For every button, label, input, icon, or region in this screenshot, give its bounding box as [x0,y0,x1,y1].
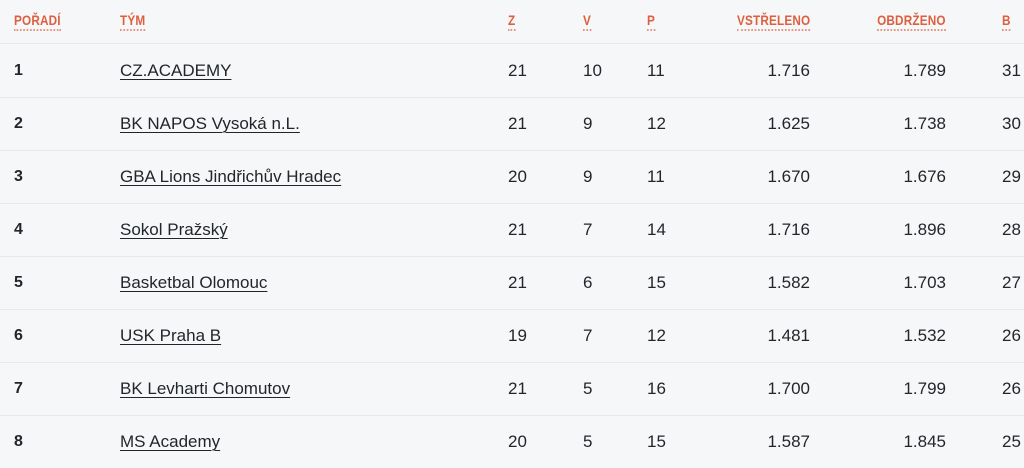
team-link[interactable]: BK Levharti Chomutov [120,379,291,398]
team-link[interactable]: GBA Lions Jindřichův Hradec [120,167,342,186]
column-header-poradi-label[interactable]: POŘADÍ [14,12,61,31]
points-against-cell: 1.676 [903,167,946,186]
column-header-p: P [647,12,712,31]
points-against-cell: 1.896 [903,220,946,239]
points-cell: 27 [1002,273,1021,292]
losses-cell: 12 [647,326,666,345]
losses-cell: 16 [647,379,666,398]
table-row: 4 Sokol Pražský 21 7 14 1.716 1.896 28 [0,203,1024,256]
points-cell: 25 [1002,432,1021,451]
team-cell: MS Academy [120,432,508,452]
rank-cell: 1 [14,61,23,79]
team-cell: Sokol Pražský [120,220,508,240]
rank-cell: 6 [14,327,23,344]
games-cell: 21 [508,114,527,133]
losses-cell: 11 [647,60,665,80]
table-row: 7 BK Levharti Chomutov 21 5 16 1.700 1.7… [0,362,1024,415]
table-body: 1 CZ.ACADEMY 21 10 11 1.716 1.789 31 2 B… [0,44,1024,468]
column-header-v-label[interactable]: V [583,12,592,31]
games-cell: 21 [508,60,527,80]
games-cell: 21 [508,379,527,398]
column-header-p-label[interactable]: P [647,12,656,31]
wins-cell: 10 [583,60,602,80]
column-header-z-label[interactable]: Z [508,12,516,31]
column-header-b: B [946,12,1024,31]
losses-cell: 14 [647,220,666,239]
rank-cell: 7 [14,380,23,397]
points-scored-cell: 1.716 [767,60,810,80]
rank-cell: 2 [14,115,23,132]
points-scored-cell: 1.670 [767,167,810,186]
table-row: 6 USK Praha B 19 7 12 1.481 1.532 26 [0,309,1024,362]
games-cell: 19 [508,326,527,345]
column-header-tym: TÝM [120,12,508,31]
points-against-cell: 1.738 [903,114,946,133]
column-header-vstreleno-label[interactable]: VSTŘELENO [736,12,810,31]
losses-cell: 15 [647,432,666,451]
points-scored-cell: 1.625 [767,114,810,133]
rank-cell: 5 [14,274,23,291]
table-row: 5 Basketbal Olomouc 21 6 15 1.582 1.703 … [0,256,1024,309]
team-link[interactable]: Basketbal Olomouc [120,273,268,292]
rank-cell: 3 [14,168,23,185]
team-cell: USK Praha B [120,326,508,346]
wins-cell: 9 [583,114,593,133]
column-header-obdrzeno: OBDRŽENO [810,12,946,31]
column-header-obdrzeno-label[interactable]: OBDRŽENO [877,12,946,31]
table-row: 3 GBA Lions Jindřichův Hradec 20 9 11 1.… [0,150,1024,203]
games-cell: 20 [508,167,527,186]
wins-cell: 9 [583,167,593,186]
points-cell: 28 [1002,220,1021,239]
column-header-vstreleno: VSTŘELENO [712,12,810,31]
team-link[interactable]: CZ.ACADEMY [120,60,232,80]
team-link[interactable]: MS Academy [120,432,221,451]
wins-cell: 7 [583,326,593,345]
points-scored-cell: 1.716 [767,220,810,239]
team-link[interactable]: BK NAPOS Vysoká n.L. [120,114,300,133]
points-scored-cell: 1.587 [767,432,810,451]
wins-cell: 5 [583,432,593,451]
wins-cell: 5 [583,379,593,398]
losses-cell: 11 [647,167,665,186]
points-scored-cell: 1.700 [767,379,810,398]
games-cell: 21 [508,220,527,239]
losses-cell: 12 [647,114,666,133]
team-cell: BK Levharti Chomutov [120,379,508,399]
points-scored-cell: 1.582 [767,273,810,292]
games-cell: 20 [508,432,527,451]
rank-cell: 4 [14,221,23,238]
losses-cell: 15 [647,273,666,292]
team-cell: CZ.ACADEMY [120,61,508,81]
points-cell: 30 [1002,114,1021,133]
table-header-row: POŘADÍ TÝM Z V P VSTŘELENO OBDRŽENO B [0,0,1024,44]
column-header-tym-label[interactable]: TÝM [120,12,146,31]
column-header-poradi: POŘADÍ [0,12,120,31]
table-row: 8 MS Academy 20 5 15 1.587 1.845 25 [0,415,1024,468]
rank-cell: 8 [14,433,23,450]
wins-cell: 7 [583,220,593,239]
team-cell: Basketbal Olomouc [120,273,508,293]
team-link[interactable]: Sokol Pražský [120,220,228,239]
column-header-z: Z [508,12,583,31]
table-row: 1 CZ.ACADEMY 21 10 11 1.716 1.789 31 [0,44,1024,97]
points-against-cell: 1.845 [903,432,946,451]
points-against-cell: 1.789 [903,60,946,80]
games-cell: 21 [508,273,527,292]
table-row: 2 BK NAPOS Vysoká n.L. 21 9 12 1.625 1.7… [0,97,1024,150]
column-header-b-label[interactable]: B [1002,12,1011,31]
points-cell: 31 [1002,60,1021,80]
points-against-cell: 1.532 [903,326,946,345]
points-scored-cell: 1.481 [767,326,810,345]
team-cell: BK NAPOS Vysoká n.L. [120,114,508,134]
points-cell: 26 [1002,326,1021,345]
wins-cell: 6 [583,273,593,292]
points-against-cell: 1.703 [903,273,946,292]
points-cell: 29 [1002,167,1021,186]
points-against-cell: 1.799 [903,379,946,398]
team-link[interactable]: USK Praha B [120,326,222,345]
team-cell: GBA Lions Jindřichův Hradec [120,167,508,187]
column-header-v: V [583,12,647,31]
points-cell: 26 [1002,379,1021,398]
